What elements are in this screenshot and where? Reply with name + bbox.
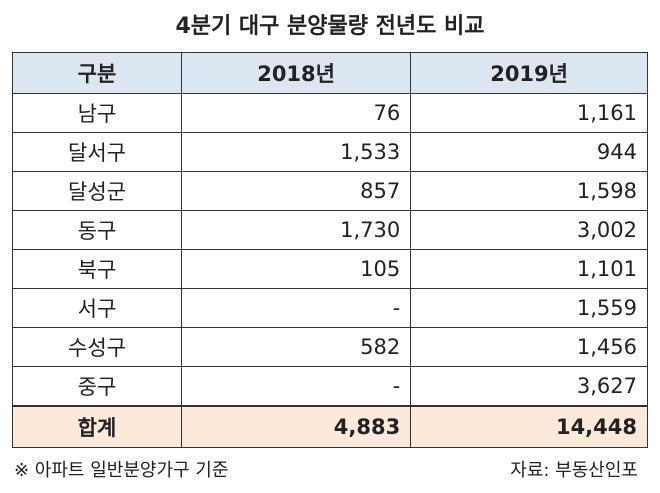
cell: 3,002 <box>410 210 648 250</box>
header-cell: 구분 <box>12 52 182 94</box>
header-row: 구분 2018년 2019년 <box>12 52 648 94</box>
row-label: 합계 <box>12 405 182 448</box>
cell: 1,101 <box>410 249 648 289</box>
cell: - <box>180 288 412 328</box>
cell: 1,161 <box>410 93 648 133</box>
row-label: 동구 <box>12 210 182 250</box>
header-cell: 2018년 <box>180 52 412 94</box>
row-label: 수성구 <box>12 327 182 367</box>
row-label: 서구 <box>12 288 182 328</box>
cell: 4,883 <box>180 405 412 448</box>
table-row: 합계 4,883 14,448 <box>12 405 648 448</box>
cell: 76 <box>180 93 412 133</box>
row-label: 중구 <box>12 366 182 407</box>
row-label: 달서구 <box>12 132 182 172</box>
cell: 1,559 <box>410 288 648 328</box>
table-row: 동구 1,730 3,002 <box>12 210 648 250</box>
title: 4분기 대구 분양물량 전년도 비교 <box>175 14 485 39</box>
cell: 857 <box>180 171 412 211</box>
table-row: 남구 76 1,161 <box>12 93 648 133</box>
table: 구분 2018년 2019년 남구 76 1,161 달서구 1,533 944 달성군 857 1… <box>12 52 648 448</box>
cell: - <box>180 366 412 407</box>
footnote: ※ 아파트 일반분양가구 기준 <box>14 460 229 481</box>
cell: 582 <box>180 327 412 367</box>
header-cell: 2019년 <box>410 52 648 94</box>
cell: 1,598 <box>410 171 648 211</box>
table-row: 서구 -1,559 <box>12 288 648 328</box>
row-label: 달성군 <box>12 171 182 211</box>
cell: 14,448 <box>410 405 648 448</box>
table-body: 남구 76 1,161 달서구 1,533 944 달성군 857 1,598 동구 1,730 3,… <box>12 93 648 448</box>
cell: 3,627 <box>410 366 648 407</box>
cell: 1,456 <box>410 327 648 367</box>
cell: 1,533 <box>180 132 412 172</box>
table-row: 달서구 1,533 944 <box>12 132 648 172</box>
table-row: 북구 105 1,101 <box>12 249 648 289</box>
cell: 1,730 <box>180 210 412 250</box>
table-row: 달성군 857 1,598 <box>12 171 648 211</box>
source: 자료: 부동산인포 <box>510 460 638 481</box>
table-row: 중구 -3,627 <box>12 366 648 407</box>
cell: 944 <box>410 132 648 172</box>
row-label: 북구 <box>12 249 182 289</box>
row-label: 남구 <box>12 93 182 133</box>
cell: 105 <box>180 249 412 289</box>
table-row: 수성구 582 1,456 <box>12 327 648 367</box>
